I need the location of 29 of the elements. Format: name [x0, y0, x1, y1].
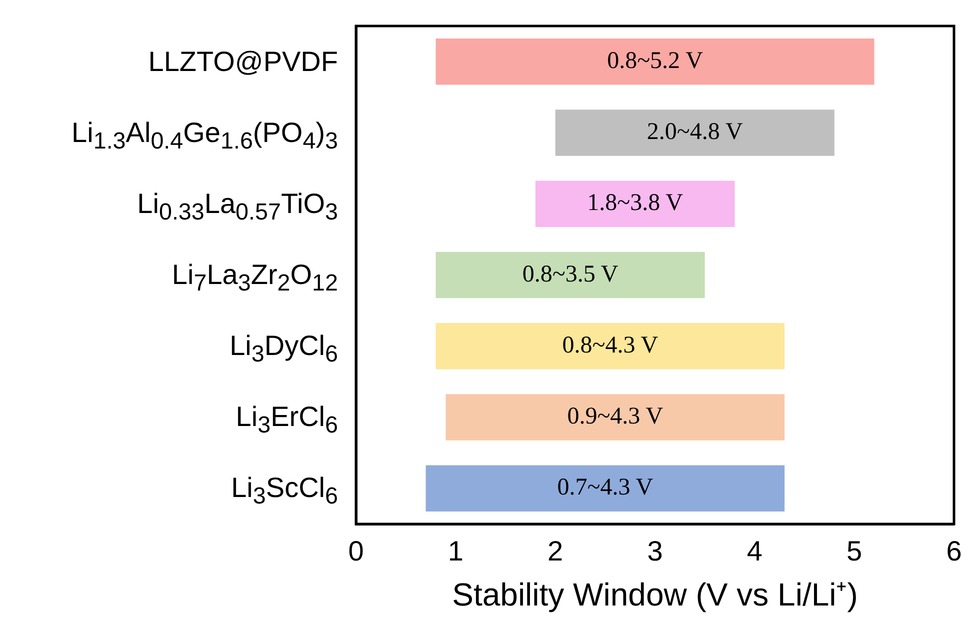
y-tick-label: Li$_{3}$ScCl$_{6}$: [231, 471, 338, 512]
x-tick-label: 2: [548, 536, 564, 567]
annotation: 2.0~4.8 V: [646, 119, 744, 146]
annotation: 0.9~4.3 V: [567, 404, 664, 430]
bar: [535, 180, 735, 227]
y-tick-label: Li$_{3}$ErCl$_{6}$: [236, 400, 338, 440]
y-tick-label: Li$_{3}$DyCl$_{6}$: [230, 329, 338, 369]
x-tick-label: 6: [946, 536, 962, 567]
x-tick-label: 1: [448, 536, 464, 567]
bar: [446, 394, 785, 440]
annotation: 0.8~5.2 V: [607, 48, 704, 74]
annotation: 0.8~4.3 V: [562, 332, 659, 358]
x-axis-title: Stability Window (V vs Li/Li⁺): [452, 576, 858, 613]
bar: [426, 465, 785, 512]
x-tick-label: 0: [348, 536, 364, 567]
annotation: 1.8~3.8 V: [587, 190, 684, 216]
x-tick-label: 4: [746, 536, 762, 567]
annotation: 0.7~4.3 V: [557, 474, 654, 501]
y-tick-label: Li$_{7}$La$_{3}$Zr$_{2}$O$_{12}$: [172, 258, 338, 298]
bar: [555, 110, 834, 156]
annotation: 0.8~3.5 V: [522, 261, 619, 288]
bar: [436, 252, 705, 298]
x-tick-label: 3: [647, 536, 663, 567]
y-tick-label: LLZTO@PVDF: [148, 44, 338, 79]
bar: [436, 38, 874, 85]
y-tick-label: Li$_{0.33}$La$_{0.57}$TiO$_{3}$: [137, 186, 338, 226]
x-tick-label: 5: [846, 536, 862, 567]
bar: [436, 323, 785, 370]
category-label: Li$_{1.3}$Al$_{0.4}$Ge$_{1.6}$(PO$_{4}$)$_{3}$: [72, 116, 338, 154]
